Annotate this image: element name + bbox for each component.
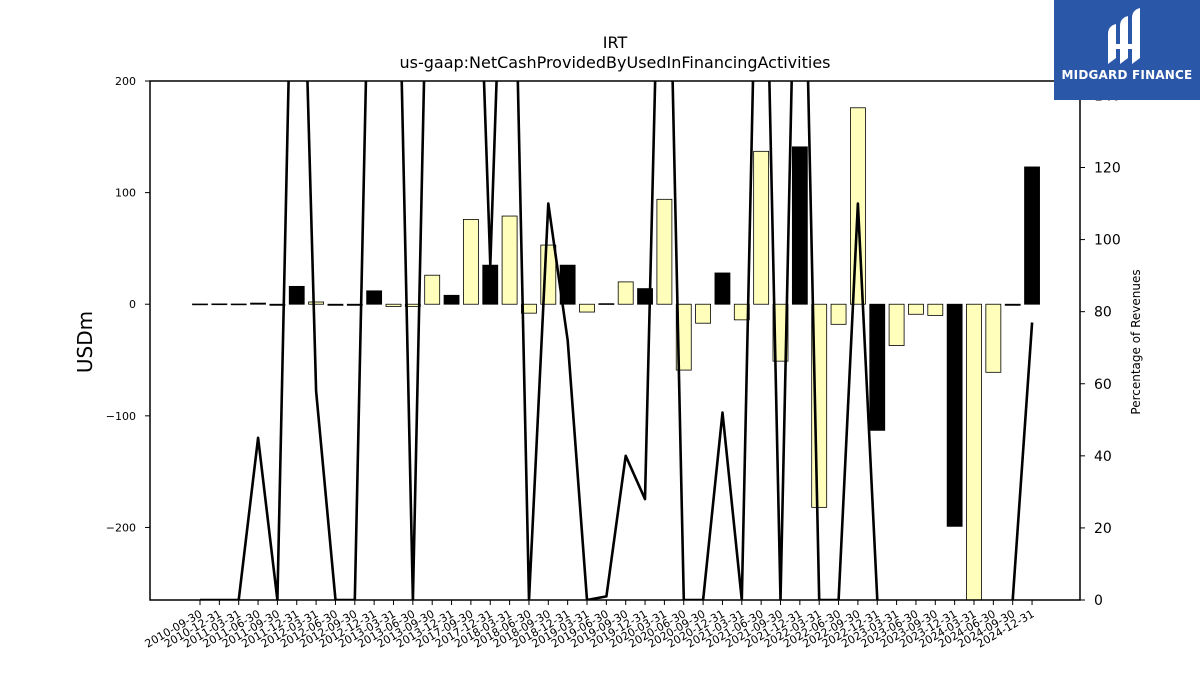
bar [966, 303, 982, 600]
bar [888, 303, 905, 346]
bar [617, 281, 634, 305]
bar [946, 303, 963, 527]
bar [927, 303, 944, 316]
series-line [1011, 322, 1034, 600]
logo-text: MIDGARD FINANCE [1061, 68, 1193, 82]
bar [985, 303, 1002, 373]
bar [211, 303, 228, 306]
y-tick-label: −100 [106, 410, 136, 423]
bar [462, 218, 479, 305]
y2-tick-label: 80 [1094, 305, 1112, 321]
y-tick-label: 100 [115, 187, 136, 200]
bar [424, 274, 441, 305]
y2-tick-label: 40 [1094, 449, 1112, 465]
bar [772, 303, 789, 362]
y2-tick-label: 100 [1094, 233, 1121, 249]
company-logo: MIDGARD FINANCE [1054, 0, 1200, 100]
y-axis-label: USDm [73, 311, 97, 373]
revenue-percentage-series [200, 81, 1034, 600]
bar [791, 146, 808, 305]
y2-tick-label: 20 [1094, 521, 1112, 537]
bar [1024, 166, 1040, 305]
bar [675, 303, 692, 371]
bar [579, 303, 595, 313]
bar [288, 285, 305, 305]
bar [908, 303, 924, 315]
bar [192, 303, 208, 306]
bar [1004, 303, 1021, 306]
y2-tick-label: 0 [1094, 593, 1103, 609]
bar [230, 303, 247, 306]
plot-frame [149, 80, 1081, 601]
logo-mark-icon [1108, 8, 1140, 64]
y2-axis-label: Percentage of Revenues [1129, 269, 1143, 414]
axes: −200−10001002000204060801001201402010-09… [106, 75, 1121, 651]
bar [598, 303, 615, 305]
bar [250, 302, 266, 305]
bar [869, 303, 886, 431]
bar [695, 303, 711, 324]
chart-title: IRT [603, 33, 628, 52]
y-tick-label: −200 [106, 521, 136, 534]
bar [308, 301, 325, 305]
bar [366, 290, 383, 305]
y2-tick-label: 120 [1094, 161, 1121, 177]
y2-tick-label: 60 [1094, 377, 1112, 393]
y-tick-label: 0 [129, 298, 136, 311]
y-tick-label: 200 [115, 75, 136, 88]
bar [656, 198, 673, 305]
bar [830, 303, 847, 325]
bar [482, 264, 499, 305]
bar [714, 272, 731, 305]
bar [501, 215, 518, 305]
chart-subtitle: us-gaap:NetCashProvidedByUsedInFinancing… [399, 53, 830, 72]
bar [753, 150, 770, 305]
bar [327, 303, 344, 306]
bar [385, 303, 402, 307]
series-line [200, 81, 879, 600]
bar [443, 294, 460, 305]
